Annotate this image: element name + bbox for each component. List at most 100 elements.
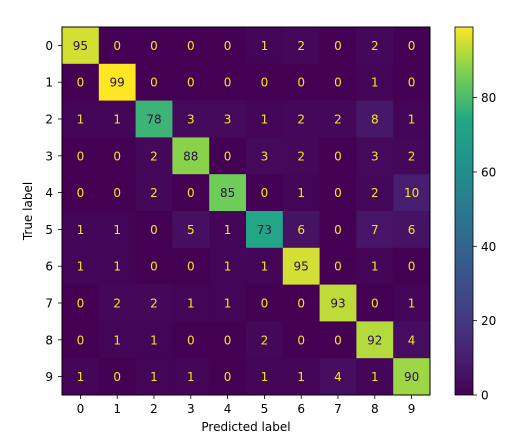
cell-value-label: 2 — [334, 113, 342, 127]
cell-value-label: 0 — [408, 76, 416, 90]
cell-value-label: 6 — [297, 223, 305, 237]
heatmap-cell — [319, 137, 357, 175]
heatmap-cell — [135, 358, 173, 396]
heatmap-cell — [319, 284, 357, 322]
cell-value-label: 0 — [77, 186, 85, 200]
cell-value-label: 0 — [77, 297, 85, 311]
cell-value-label: 0 — [150, 76, 158, 90]
heatmap-cell — [135, 100, 173, 138]
heatmap-cell — [356, 358, 394, 396]
heatmap-cell — [172, 321, 210, 359]
heatmap-cell — [98, 247, 137, 286]
heatmap-cell — [209, 211, 247, 249]
cell-value-label: 0 — [334, 39, 342, 53]
cell-value-label: 1 — [224, 297, 232, 311]
cell-value-label: 3 — [371, 149, 379, 163]
heatmap-cell — [98, 358, 137, 396]
x-tick-label: 2 — [150, 402, 158, 416]
heatmap-cell — [172, 27, 210, 65]
heatmap-cell — [246, 284, 284, 322]
heatmap-cell — [246, 247, 284, 286]
heatmap-cell — [393, 174, 431, 212]
cell-value-label: 0 — [187, 39, 195, 53]
plot-frame — [61, 26, 431, 396]
heatmap-cell — [135, 247, 173, 286]
cell-value-label: 0 — [113, 186, 121, 200]
cell-value-label: 2 — [150, 297, 158, 311]
x-tick-label: 7 — [334, 402, 342, 416]
heatmap-cell — [246, 358, 284, 396]
cell-value-label: 1 — [297, 370, 305, 384]
cell-value-label: 0 — [334, 260, 342, 274]
heatmap-cell — [62, 321, 100, 359]
heatmap-cell — [246, 174, 284, 212]
y-tick-label: 9 — [45, 370, 53, 384]
cell-value-label: 0 — [224, 76, 232, 90]
heatmap-cell — [209, 27, 247, 65]
heatmap-cell — [393, 358, 431, 396]
heatmap-cell — [246, 100, 284, 138]
cell-value-label: 3 — [187, 113, 195, 127]
heatmap-cell — [135, 27, 173, 65]
heatmap-cell — [356, 247, 394, 286]
cell-value-label: 1 — [408, 297, 416, 311]
heatmap-cell — [98, 137, 137, 175]
heatmap-cell — [172, 63, 210, 102]
heatmap-cell — [172, 100, 210, 138]
cell-value-label: 99 — [110, 76, 125, 90]
heatmap-cell — [282, 63, 321, 102]
heatmap-cell — [282, 284, 321, 322]
cell-value-label: 1 — [77, 223, 85, 237]
cell-value-label: 0 — [334, 186, 342, 200]
cell-value-label: 3 — [224, 113, 232, 127]
y-axis-label: True label — [21, 182, 35, 241]
cell-value-label: 1 — [150, 333, 158, 347]
heatmap-cell — [282, 27, 321, 65]
heatmap-cells: 95 0 0 0 0 1 2 0 2 00 99 0 0 0 0 0 0 1 01 1 78 3 3 1 2 2 8 10 0 2 88 0 3… — [62, 27, 431, 396]
y-tick-label: 1 — [45, 76, 53, 90]
cell-value-label: 2 — [150, 149, 158, 163]
heatmap-cell — [98, 27, 137, 65]
cell-value-label: 0 — [150, 223, 158, 237]
cell-value-label: 73 — [257, 223, 272, 237]
x-tick-label: 4 — [224, 402, 232, 416]
heatmap-cell — [98, 211, 137, 249]
heatmap-cell — [393, 247, 431, 286]
cell-value-label: 0 — [297, 76, 305, 90]
colorbar-tick-label: 80 — [481, 91, 496, 105]
cell-value-label: 0 — [224, 149, 232, 163]
cell-value-label: 1 — [113, 223, 121, 237]
cell-value-label: 6 — [408, 223, 416, 237]
x-tick-label: 8 — [371, 402, 379, 416]
cell-value-label: 8 — [371, 113, 379, 127]
y-tick-label: 3 — [45, 149, 53, 163]
heatmap-cell — [356, 321, 394, 359]
heatmap-cell — [209, 284, 247, 322]
cell-value-label: 1 — [261, 370, 269, 384]
heatmap-cell — [282, 137, 321, 175]
colorbar-gradient — [454, 26, 474, 396]
heatmap-cell — [98, 321, 137, 359]
cell-value-label: 0 — [150, 39, 158, 53]
heatmap-cell — [62, 174, 100, 212]
x-tick-label: 0 — [77, 402, 85, 416]
x-axis-ticks: 0 1 2 3 4 5 6 7 8 9 — [77, 395, 415, 416]
heatmap-cell — [209, 100, 247, 138]
x-tick-label: 5 — [261, 402, 269, 416]
heatmap-cell — [393, 63, 431, 102]
heatmap-cell — [282, 358, 321, 396]
heatmap-cell — [209, 137, 247, 175]
heatmap-cell — [172, 247, 210, 286]
y-tick-label: 2 — [45, 113, 53, 127]
heatmap-cell — [356, 137, 394, 175]
x-tick-label: 6 — [297, 402, 305, 416]
heatmap-cell — [393, 27, 431, 65]
cell-value-label: 10 — [404, 186, 419, 200]
heatmap-cell — [356, 211, 394, 249]
cell-value-label: 1 — [77, 370, 85, 384]
cell-value-label: 0 — [187, 76, 195, 90]
cell-value-label: 1 — [77, 260, 85, 274]
cell-value-label: 0 — [77, 333, 85, 347]
cell-value-label: 0 — [408, 39, 416, 53]
heatmap-cell — [393, 137, 431, 175]
